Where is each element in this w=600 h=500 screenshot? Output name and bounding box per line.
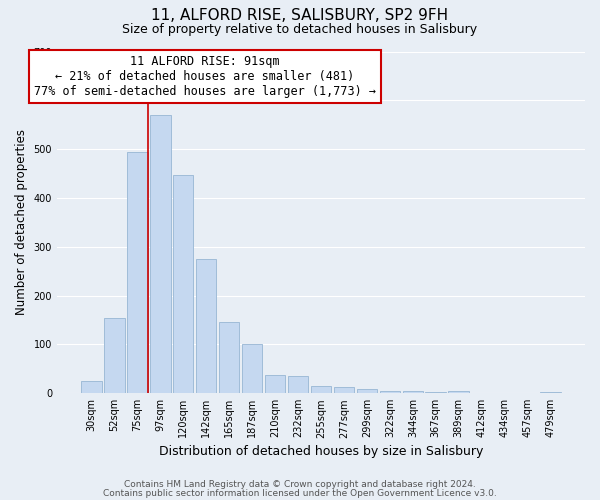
Text: Contains HM Land Registry data © Crown copyright and database right 2024.: Contains HM Land Registry data © Crown c… <box>124 480 476 489</box>
Bar <box>425 392 446 393</box>
Bar <box>356 390 377 393</box>
Bar <box>380 391 400 393</box>
Text: 11, ALFORD RISE, SALISBURY, SP2 9FH: 11, ALFORD RISE, SALISBURY, SP2 9FH <box>151 8 449 22</box>
Bar <box>311 386 331 393</box>
Bar <box>334 388 354 393</box>
Bar <box>287 376 308 393</box>
Text: Size of property relative to detached houses in Salisbury: Size of property relative to detached ho… <box>122 22 478 36</box>
Y-axis label: Number of detached properties: Number of detached properties <box>15 130 28 316</box>
Bar <box>196 259 217 393</box>
Bar <box>127 152 148 393</box>
Bar <box>541 392 561 393</box>
Bar <box>104 318 125 393</box>
Bar <box>242 344 262 393</box>
Bar <box>265 375 286 393</box>
Text: Contains public sector information licensed under the Open Government Licence v3: Contains public sector information licen… <box>103 488 497 498</box>
X-axis label: Distribution of detached houses by size in Salisbury: Distribution of detached houses by size … <box>159 444 483 458</box>
Bar <box>219 322 239 393</box>
Bar <box>403 391 423 393</box>
Bar <box>173 174 193 393</box>
Bar <box>150 115 170 393</box>
Bar <box>81 381 101 393</box>
Bar <box>448 391 469 393</box>
Text: 11 ALFORD RISE: 91sqm
← 21% of detached houses are smaller (481)
77% of semi-det: 11 ALFORD RISE: 91sqm ← 21% of detached … <box>34 55 376 98</box>
